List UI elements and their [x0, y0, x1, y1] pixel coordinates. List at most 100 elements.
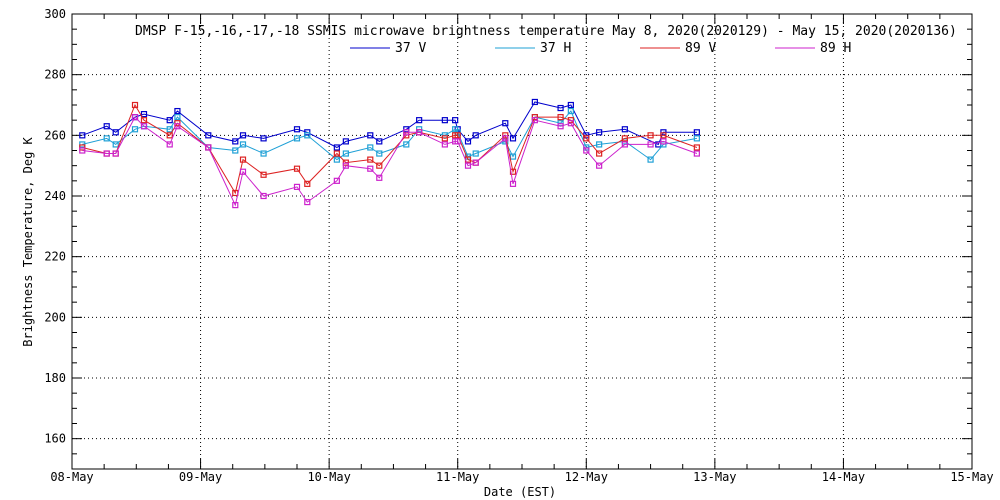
x-tick-label: 14-May — [822, 470, 865, 484]
data-point — [416, 117, 423, 124]
data-point — [166, 126, 173, 133]
data-point — [693, 144, 700, 151]
data-point — [239, 132, 247, 139]
data-point — [596, 150, 603, 157]
y-tick-label: 260 — [44, 128, 66, 142]
data-point — [293, 126, 301, 133]
x-tick-label: 15-May — [950, 470, 993, 484]
data-point — [464, 162, 472, 169]
data-point — [166, 117, 173, 124]
data-point — [531, 117, 538, 124]
data-point — [416, 129, 423, 136]
grid — [72, 14, 972, 469]
data-point — [131, 126, 139, 133]
data-point — [174, 107, 181, 115]
data-point — [140, 117, 148, 124]
data-point — [647, 141, 654, 148]
data-point — [232, 202, 239, 209]
data-point — [647, 156, 654, 163]
data-point — [567, 101, 574, 109]
data-point — [403, 141, 410, 148]
y-tick-label: 160 — [44, 432, 66, 446]
x-tick-label: 09-May — [179, 470, 222, 484]
y-tick-label: 240 — [44, 189, 66, 203]
data-point — [367, 144, 374, 151]
series-line — [82, 116, 698, 207]
data-point — [441, 135, 448, 142]
legend-label: 89 V — [685, 41, 716, 56]
data-point — [166, 132, 173, 139]
legend: 37 V 37 H 89 V 89 H — [350, 41, 851, 56]
data-point — [166, 141, 173, 148]
legend-label: 37 H — [540, 41, 571, 56]
data-point — [140, 123, 148, 130]
data-point — [342, 162, 349, 169]
data-point — [112, 150, 119, 157]
x-tick-label: 08-May — [50, 470, 93, 484]
data-point — [333, 156, 340, 163]
data-point — [293, 165, 301, 172]
data-point — [79, 147, 86, 154]
data-point — [239, 168, 247, 175]
data-point — [376, 150, 383, 157]
x-axis-label: Date (EST) — [484, 485, 556, 499]
data-point — [260, 192, 267, 200]
data-point — [472, 159, 479, 166]
data-point — [693, 150, 700, 157]
data-point — [112, 141, 119, 148]
legend-label: 89 H — [820, 41, 851, 56]
data-point — [304, 132, 311, 139]
data-point — [304, 198, 311, 206]
data-point — [260, 171, 267, 178]
data-point — [333, 144, 340, 151]
data-point — [454, 132, 461, 139]
data-point — [441, 117, 448, 124]
data-point — [583, 135, 590, 142]
data-point — [232, 138, 239, 145]
data-point — [140, 110, 148, 118]
data-point — [557, 104, 564, 112]
data-point — [583, 147, 590, 154]
data-point — [367, 132, 374, 139]
data-point — [502, 135, 509, 142]
data-point — [293, 135, 301, 142]
series-layer — [79, 98, 700, 209]
data-point — [367, 165, 374, 172]
y-tick-label: 200 — [44, 310, 66, 324]
x-tick-label: 13-May — [693, 470, 736, 484]
x-tick-label: 10-May — [307, 470, 350, 484]
data-point — [464, 138, 472, 145]
x-tick-label: 11-May — [436, 470, 479, 484]
y-axis-label: Brightness Temperature, Deg K — [21, 136, 35, 346]
data-point — [79, 132, 86, 139]
data-point — [376, 174, 383, 181]
data-point — [647, 132, 654, 139]
data-point — [509, 153, 517, 160]
data-point — [557, 114, 564, 121]
data-point — [103, 150, 110, 157]
data-point — [557, 123, 564, 130]
data-point — [660, 138, 667, 145]
data-point — [260, 135, 267, 142]
data-point — [693, 129, 700, 136]
data-point — [333, 177, 340, 184]
data-point — [567, 120, 574, 127]
data-point — [260, 150, 267, 157]
y-tick-label: 180 — [44, 371, 66, 385]
data-point — [567, 107, 574, 115]
data-point — [454, 138, 461, 145]
data-point — [131, 114, 139, 121]
data-point — [621, 135, 628, 142]
data-point — [693, 135, 700, 142]
data-point — [174, 114, 181, 121]
data-point — [596, 129, 603, 136]
y-tick-label: 220 — [44, 250, 66, 264]
data-point — [621, 126, 628, 133]
data-point — [403, 129, 410, 136]
data-point — [660, 132, 667, 139]
data-point — [441, 141, 448, 148]
data-point — [239, 156, 247, 163]
data-point — [232, 147, 239, 154]
data-point — [452, 117, 459, 124]
